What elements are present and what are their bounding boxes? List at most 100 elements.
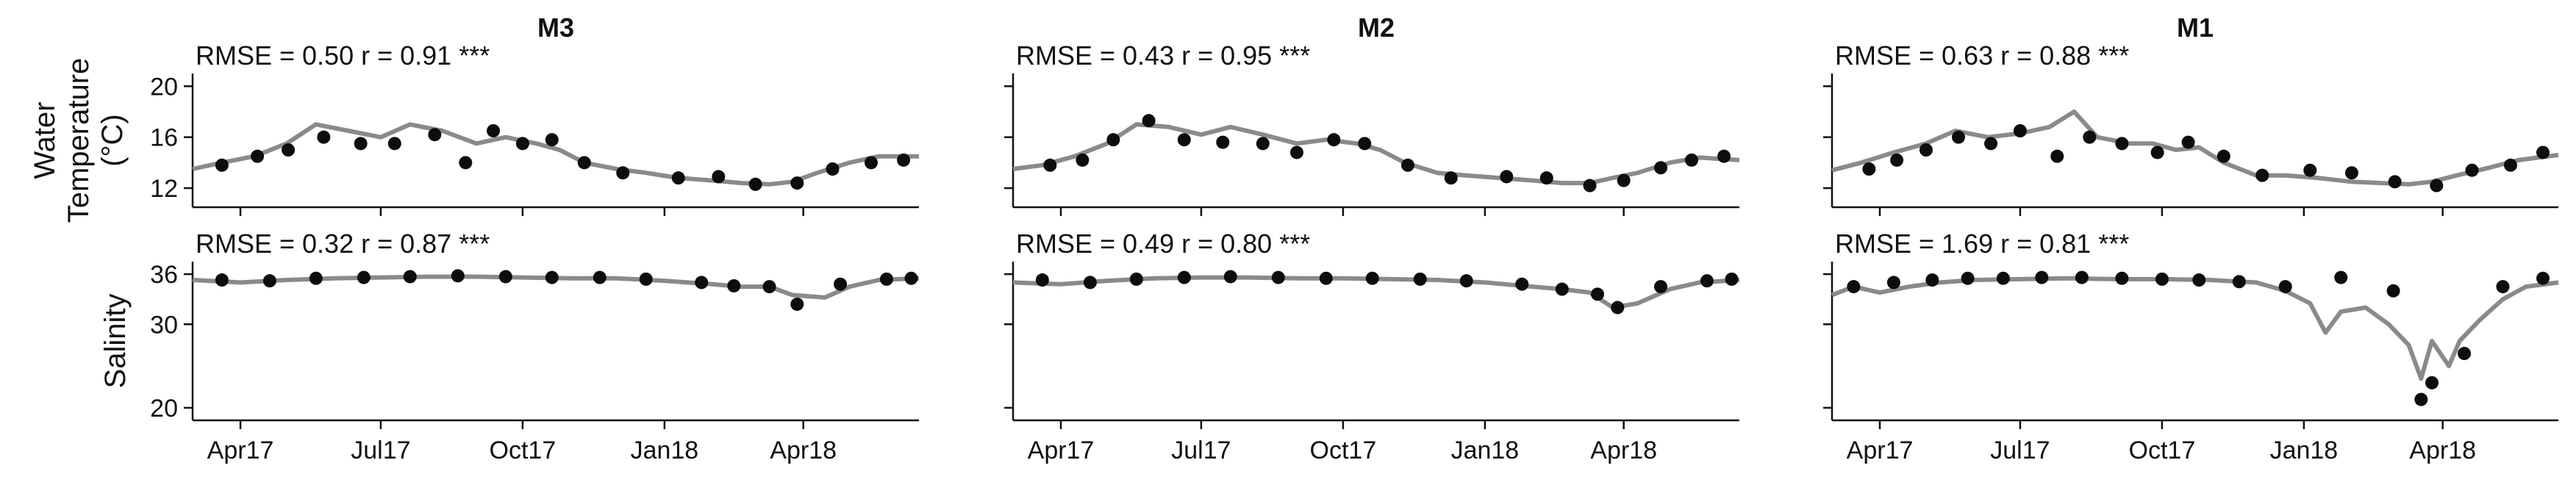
stats-label-M1-sal: RMSE = 1.69 r = 0.81 *** bbox=[1835, 229, 2129, 259]
obs-point-M3-temp-12 bbox=[616, 166, 630, 180]
obs-point-M2-temp-17 bbox=[1684, 153, 1698, 167]
obs-point-M3-sal-6 bbox=[498, 270, 512, 284]
obs-point-M1-temp-9 bbox=[2150, 146, 2164, 159]
stats-label-M3-sal: RMSE = 0.32 r = 0.87 *** bbox=[196, 229, 490, 259]
row-label-temp-line-0: Water bbox=[29, 101, 61, 179]
obs-point-M2-temp-11 bbox=[1444, 171, 1458, 185]
obs-point-M1-sal-8 bbox=[2155, 272, 2169, 286]
x-tick-label-M1-sal-Oct17: Oct17 bbox=[2129, 436, 2196, 464]
obs-point-M2-sal-15 bbox=[1700, 274, 1714, 288]
obs-point-M3-temp-6 bbox=[428, 128, 442, 142]
obs-point-M3-sal-4 bbox=[403, 270, 417, 284]
obs-point-M2-sal-7 bbox=[1365, 271, 1379, 285]
obs-point-M2-temp-8 bbox=[1327, 133, 1341, 147]
obs-point-M3-temp-17 bbox=[826, 162, 840, 176]
obs-point-M3-temp-5 bbox=[387, 137, 401, 151]
obs-point-M3-temp-19 bbox=[897, 153, 911, 167]
obs-point-M2-temp-14 bbox=[1583, 179, 1597, 193]
obs-point-M3-sal-5 bbox=[451, 269, 465, 283]
obs-point-M2-temp-3 bbox=[1142, 114, 1156, 128]
y-tick-label-M3-temp-16: 16 bbox=[150, 124, 178, 152]
obs-point-M3-sal-15 bbox=[879, 272, 893, 286]
obs-point-M3-temp-2 bbox=[282, 143, 296, 157]
obs-point-M1-temp-7 bbox=[2083, 130, 2097, 144]
obs-point-M2-temp-13 bbox=[1539, 171, 1553, 185]
x-tick-label-M1-sal-Apr18: Apr18 bbox=[2409, 436, 2476, 464]
obs-point-M2-sal-10 bbox=[1515, 277, 1529, 291]
obs-point-M1-temp-13 bbox=[2303, 163, 2317, 177]
obs-point-M3-sal-0 bbox=[215, 273, 229, 287]
obs-point-M2-temp-6 bbox=[1256, 137, 1270, 151]
obs-point-M1-temp-0 bbox=[1862, 162, 1876, 176]
x-tick-label-M1-sal-Jan18: Jan18 bbox=[2270, 436, 2339, 464]
y-tick-label-M3-temp-12: 12 bbox=[150, 175, 178, 203]
obs-point-M3-temp-0 bbox=[215, 158, 229, 172]
obs-point-M1-sal-5 bbox=[2035, 270, 2049, 284]
obs-point-M2-sal-1 bbox=[1083, 276, 1097, 290]
obs-point-M3-temp-4 bbox=[354, 137, 368, 151]
x-tick-label-M2-sal-Apr18: Apr18 bbox=[1590, 436, 1657, 464]
stats-label-M3-temp: RMSE = 0.50 r = 0.91 *** bbox=[196, 40, 490, 71]
obs-point-M1-sal-1 bbox=[1886, 276, 1900, 290]
stats-label-M2-temp: RMSE = 0.43 r = 0.95 *** bbox=[1016, 40, 1310, 71]
obs-point-M3-sal-12 bbox=[762, 280, 776, 294]
x-tick-label-M3-sal-Oct17: Oct17 bbox=[490, 436, 557, 464]
obs-point-M1-temp-12 bbox=[2255, 168, 2269, 182]
obs-point-M1-sal-6 bbox=[2075, 270, 2089, 284]
obs-point-M2-sal-5 bbox=[1271, 270, 1285, 284]
obs-point-M1-temp-14 bbox=[2344, 166, 2358, 180]
x-tick-label-M2-sal-Jan18: Jan18 bbox=[1451, 436, 1520, 464]
obs-point-M1-sal-11 bbox=[2278, 280, 2292, 294]
obs-point-M1-temp-6 bbox=[2050, 149, 2064, 163]
obs-point-M2-temp-12 bbox=[1500, 170, 1514, 184]
obs-point-M3-temp-10 bbox=[545, 133, 559, 147]
obs-point-M2-sal-12 bbox=[1591, 287, 1605, 301]
obs-point-M1-sal-4 bbox=[1996, 271, 2010, 285]
obs-point-M1-temp-15 bbox=[2388, 175, 2402, 189]
column-title-M3: M3 bbox=[537, 12, 574, 43]
obs-point-M3-temp-14 bbox=[712, 170, 726, 184]
stats-label-M1-temp: RMSE = 0.63 r = 0.88 *** bbox=[1835, 40, 2129, 71]
obs-point-M3-temp-3 bbox=[317, 130, 331, 144]
obs-point-M1-sal-14 bbox=[2414, 392, 2428, 406]
obs-point-M3-sal-16 bbox=[904, 271, 918, 285]
obs-point-M2-sal-16 bbox=[1725, 272, 1739, 286]
obs-point-M1-temp-4 bbox=[1984, 137, 1998, 151]
model-line-M2-temp bbox=[1012, 122, 1740, 186]
obs-point-M3-sal-2 bbox=[309, 271, 323, 285]
obs-point-M2-sal-8 bbox=[1413, 272, 1427, 286]
model-line-M1-temp bbox=[1831, 109, 2559, 187]
obs-point-M1-sal-16 bbox=[2458, 347, 2472, 361]
obs-point-M2-sal-14 bbox=[1654, 280, 1668, 294]
obs-point-M1-sal-18 bbox=[2536, 271, 2550, 285]
obs-point-M2-sal-4 bbox=[1223, 270, 1237, 284]
obs-point-M2-temp-15 bbox=[1617, 173, 1631, 187]
x-tick-label-M2-sal-Jul17: Jul17 bbox=[1171, 436, 1231, 464]
obs-point-M2-sal-6 bbox=[1319, 271, 1333, 285]
x-tick-label-M2-sal-Oct17: Oct17 bbox=[1310, 436, 1377, 464]
x-tick-label-M3-sal-Apr17: Apr17 bbox=[207, 436, 274, 464]
obs-point-M2-temp-0 bbox=[1043, 158, 1057, 172]
obs-point-M2-sal-9 bbox=[1459, 274, 1473, 288]
obs-point-M3-temp-16 bbox=[790, 176, 804, 190]
obs-point-M3-temp-1 bbox=[251, 149, 265, 163]
obs-point-M2-temp-5 bbox=[1216, 135, 1230, 149]
x-tick-label-M1-sal-Jul17: Jul17 bbox=[1990, 436, 2050, 464]
obs-point-M1-sal-0 bbox=[1847, 280, 1861, 294]
obs-point-M1-sal-12 bbox=[2334, 270, 2348, 284]
column-title-M2: M2 bbox=[1358, 12, 1395, 43]
obs-point-M2-sal-11 bbox=[1555, 282, 1569, 296]
obs-point-M2-temp-2 bbox=[1106, 133, 1120, 147]
obs-point-M1-sal-15 bbox=[2425, 376, 2439, 389]
obs-point-M2-temp-7 bbox=[1289, 146, 1303, 159]
x-tick-label-M1-sal-Apr17: Apr17 bbox=[1847, 436, 1914, 464]
obs-point-M3-temp-13 bbox=[671, 171, 685, 185]
obs-point-M1-temp-10 bbox=[2181, 135, 2195, 149]
obs-point-M1-sal-3 bbox=[1961, 271, 1975, 285]
obs-point-M1-temp-8 bbox=[2115, 137, 2129, 151]
obs-point-M1-sal-17 bbox=[2496, 280, 2510, 294]
obs-point-M3-sal-11 bbox=[727, 279, 741, 292]
obs-point-M2-sal-13 bbox=[1611, 301, 1625, 315]
obs-point-M2-temp-18 bbox=[1717, 149, 1731, 163]
obs-point-M1-temp-2 bbox=[1919, 143, 1933, 157]
